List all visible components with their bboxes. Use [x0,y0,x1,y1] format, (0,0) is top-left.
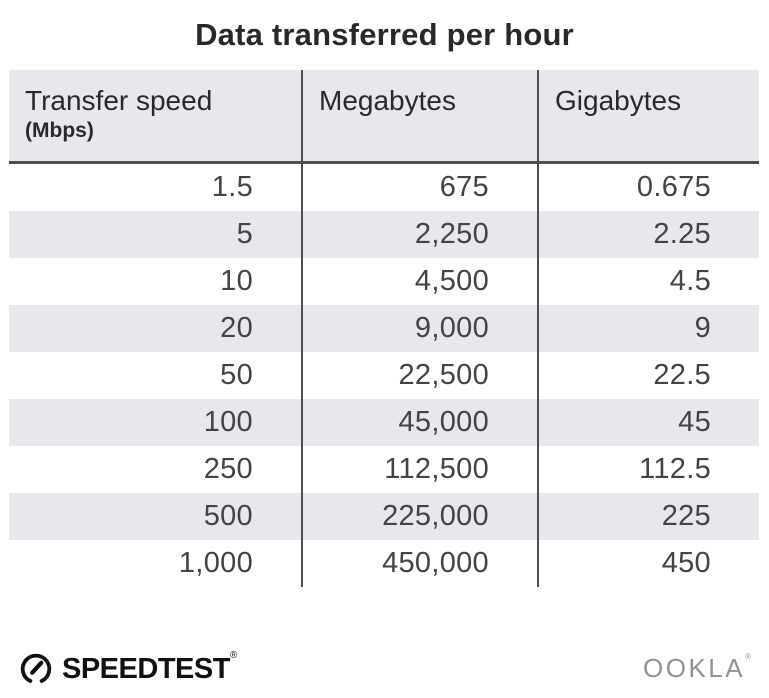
table-row: 1.5 675 0.675 [9,164,759,211]
cell-gigabytes: 9 [694,312,711,344]
registered-trademark-icon: ® [229,650,237,661]
speedtest-wordmark: SPEEDTEST® [62,650,237,686]
speedtest-logo: SPEEDTEST® [17,649,237,687]
cell-transfer-speed: 100 [9,399,303,446]
cell-transfer-speed: 5 [9,211,303,258]
cell-transfer-speed: 50 [9,352,303,399]
header-cell-megabytes: Megabytes [303,70,539,161]
cell-megabytes: 675 [303,164,539,211]
ookla-logo: OOKLA® [643,652,751,684]
table-row: 100 45,000 45 [9,399,759,446]
cell-transfer-speed: 20 [9,305,303,352]
header-label-gigabytes: Gigabytes [555,85,682,116]
speedtest-gauge-icon [20,653,52,683]
cell-transfer-speed: 10 [9,258,303,305]
cell-megabytes: 225,000 [303,493,539,540]
cell-gigabytes: 112.5 [639,453,711,485]
page-title: Data transferred per hour [195,17,574,52]
cell-megabytes: 9,000 [303,305,539,352]
table-body: 1.5 675 0.675 5 2,250 2.25 10 4,500 4.5 … [9,164,759,587]
header-sublabel-mbps: (Mbps) [25,119,94,142]
cell-gigabytes: 2.25 [653,218,711,250]
cell-gigabytes: 0.675 [636,171,711,203]
cell-megabytes: 450,000 [303,540,539,587]
cell-gigabytes: 4.5 [669,265,711,297]
table-row: 500 225,000 225 [9,493,759,540]
data-table: Transfer speed (Mbps) Megabytes Gigabyte… [9,70,759,587]
cell-transfer-speed: 250 [9,446,303,493]
cell-gigabytes: 225 [661,500,711,532]
header-cell-transfer-speed: Transfer speed (Mbps) [9,70,303,161]
cell-megabytes: 4,500 [303,258,539,305]
cell-gigabytes: 45 [678,406,711,438]
header-label-transfer-speed: Transfer speed [25,85,213,116]
cell-megabytes: 45,000 [303,399,539,446]
table-row: 1,000 450,000 450 [9,540,759,587]
registered-trademark-icon: ® [745,652,751,661]
cell-gigabytes: 22.5 [653,359,711,391]
speedtest-label: SPEEDTEST [62,653,230,685]
table-row: 20 9,000 9 [9,305,759,352]
cell-gigabytes: 450 [661,547,711,579]
cell-megabytes: 22,500 [303,352,539,399]
table-header-row: Transfer speed (Mbps) Megabytes Gigabyte… [9,70,759,164]
header-cell-gigabytes: Gigabytes [539,70,759,161]
table-row: 5 2,250 2.25 [9,211,759,258]
cell-transfer-speed: 1.5 [9,164,303,211]
table-row: 10 4,500 4.5 [9,258,759,305]
table-row: 50 22,500 22.5 [9,352,759,399]
cell-transfer-speed: 500 [9,493,303,540]
cell-megabytes: 112,500 [303,446,539,493]
footer: SPEEDTEST® OOKLA® [17,647,751,689]
cell-transfer-speed: 1,000 [9,540,303,587]
header-label-megabytes: Megabytes [319,85,456,116]
cell-megabytes: 2,250 [303,211,539,258]
ookla-label: OOKLA [643,653,746,683]
table-row: 250 112,500 112.5 [9,446,759,493]
